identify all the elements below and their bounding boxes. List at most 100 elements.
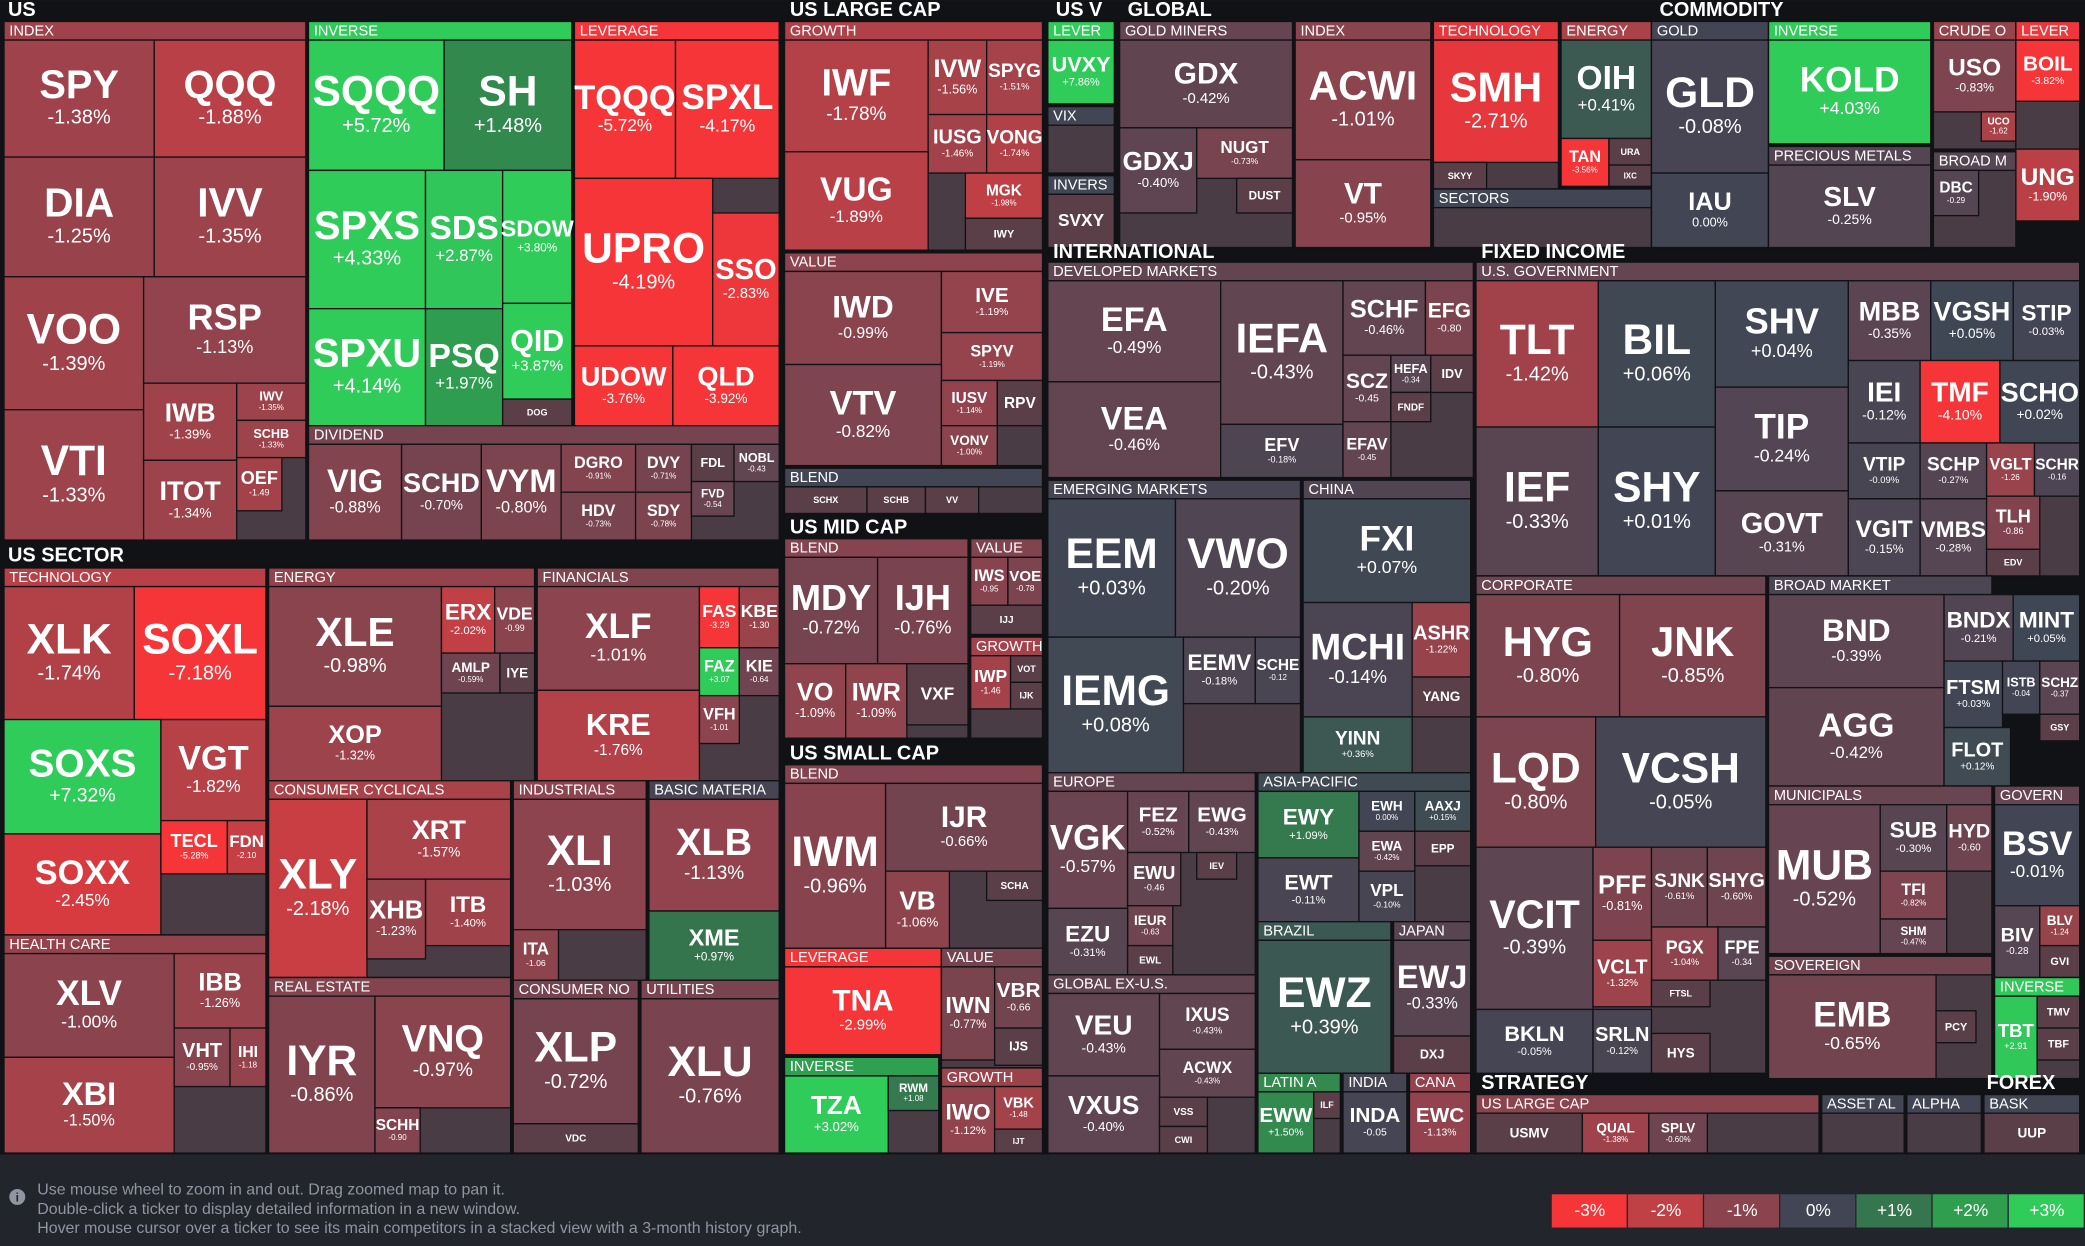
tile[interactable]: [1648, 1112, 1709, 1154]
ticker[interactable]: SCHH: [376, 1117, 420, 1134]
ticker[interactable]: KOLD: [1800, 61, 1900, 100]
ticker[interactable]: VTIP: [1863, 455, 1906, 476]
ticker[interactable]: IEMG: [1061, 667, 1170, 715]
tile[interactable]: [1009, 655, 1044, 683]
ticker[interactable]: VGSH: [1934, 295, 2011, 326]
tile[interactable]: [3, 39, 155, 158]
ticker[interactable]: SCHO: [2001, 376, 2079, 407]
tile[interactable]: [1390, 354, 1432, 394]
ticker[interactable]: PFF: [1598, 871, 1646, 899]
tile[interactable]: [1980, 111, 2017, 142]
ticker[interactable]: VYM: [486, 463, 557, 499]
tile[interactable]: [1220, 423, 1344, 479]
tile[interactable]: [1342, 1091, 1408, 1154]
tile[interactable]: [783, 663, 847, 739]
ticker[interactable]: STIP: [2021, 300, 2071, 325]
ticker[interactable]: VPL: [1370, 880, 1403, 900]
ticker[interactable]: PCY: [1945, 1021, 1968, 1033]
ticker[interactable]: SVXY: [1058, 210, 1105, 230]
tile[interactable]: [236, 382, 307, 422]
tile[interactable]: [424, 878, 512, 947]
ticker[interactable]: SMH: [1450, 63, 1542, 110]
ticker[interactable]: GSY: [2050, 723, 2069, 733]
ticker[interactable]: VDE: [497, 604, 533, 624]
ticker[interactable]: IWD: [832, 289, 893, 325]
tile[interactable]: [1313, 1091, 1342, 1120]
ticker[interactable]: FPE: [1724, 937, 1759, 957]
tile[interactable]: [1767, 804, 1881, 955]
ticker[interactable]: EPP: [1431, 842, 1455, 855]
ticker[interactable]: EWA: [1371, 838, 1402, 853]
ticker[interactable]: VT: [1344, 177, 1382, 210]
ticker[interactable]: VIG: [327, 463, 383, 499]
ticker[interactable]: EWC: [1416, 1104, 1464, 1127]
ticker[interactable]: VCSH: [1622, 744, 1740, 792]
ticker[interactable]: VGT: [178, 740, 249, 778]
tile[interactable]: [1592, 1008, 1653, 1074]
ticker[interactable]: SOXS: [29, 742, 137, 785]
ticker[interactable]: VTI: [41, 437, 107, 485]
ticker[interactable]: VOT: [1017, 664, 1036, 674]
ticker[interactable]: AAXJ: [1425, 799, 1461, 814]
ticker[interactable]: TLT: [1500, 316, 1575, 364]
tile[interactable]: [374, 995, 512, 1109]
tile[interactable]: [3, 156, 155, 278]
ticker[interactable]: VO: [797, 679, 833, 707]
ticker[interactable]: JNK: [1651, 618, 1734, 665]
tile[interactable]: [1254, 636, 1302, 705]
tile[interactable]: [940, 1085, 996, 1154]
tile[interactable]: [964, 217, 1044, 251]
tile[interactable]: [1618, 593, 1767, 718]
tile[interactable]: [1047, 381, 1222, 479]
tile[interactable]: [970, 604, 1044, 636]
ticker[interactable]: VXUS: [1068, 1090, 1139, 1120]
tile[interactable]: [1943, 593, 2014, 662]
tile[interactable]: [440, 652, 501, 694]
ticker[interactable]: FTSM: [1946, 677, 2000, 699]
ticker[interactable]: SRLN: [1595, 1024, 1649, 1046]
ticker[interactable]: XLF: [585, 607, 652, 646]
tile[interactable]: [501, 169, 573, 305]
ticker[interactable]: IWV: [259, 390, 283, 404]
ticker[interactable]: IUSV: [951, 390, 988, 407]
tile[interactable]: [400, 443, 483, 541]
ticker[interactable]: ITOT: [160, 475, 222, 506]
tile[interactable]: [1182, 636, 1256, 705]
tile[interactable]: [940, 270, 1044, 334]
ticker[interactable]: EWJ: [1397, 959, 1468, 995]
tile[interactable]: [1919, 442, 1988, 500]
ticker[interactable]: DOG: [527, 407, 548, 417]
ticker[interactable]: EDV: [2004, 558, 2023, 568]
tile[interactable]: [1414, 830, 1472, 867]
ticker[interactable]: DGRO: [574, 454, 623, 472]
tile[interactable]: [2015, 39, 2081, 102]
ticker[interactable]: OIH: [1577, 60, 1637, 97]
ticker[interactable]: FAZ: [704, 657, 735, 675]
tile[interactable]: [512, 1123, 639, 1154]
tile[interactable]: [1302, 716, 1413, 774]
ticker[interactable]: ASHR: [1413, 623, 1470, 645]
ticker[interactable]: AGG: [1818, 707, 1894, 744]
ticker[interactable]: XLY: [278, 851, 357, 899]
ticker[interactable]: VB: [899, 885, 935, 915]
tile[interactable]: [536, 585, 701, 691]
ticker[interactable]: IJS: [1009, 1040, 1028, 1054]
ticker[interactable]: IHI: [238, 1044, 258, 1061]
ticker[interactable]: ACWI: [1309, 63, 1417, 109]
ticker[interactable]: VUG: [820, 172, 893, 209]
ticker[interactable]: SPYG: [988, 61, 1041, 82]
ticker[interactable]: VGK: [1050, 818, 1126, 857]
ticker[interactable]: MBB: [1859, 295, 1921, 326]
tile[interactable]: [1943, 660, 2004, 729]
tile[interactable]: [1999, 359, 2081, 444]
ticker[interactable]: FTSL: [1669, 989, 1692, 999]
ticker[interactable]: FAS: [702, 601, 736, 621]
ticker[interactable]: HYS: [1667, 1046, 1695, 1061]
tile[interactable]: [738, 647, 780, 697]
ticker[interactable]: XLE: [315, 609, 394, 655]
tile[interactable]: [866, 486, 927, 515]
ticker[interactable]: XLB: [676, 822, 752, 864]
tile[interactable]: [3, 409, 145, 541]
ticker[interactable]: YINN: [1335, 729, 1380, 750]
tile[interactable]: [229, 1027, 267, 1088]
